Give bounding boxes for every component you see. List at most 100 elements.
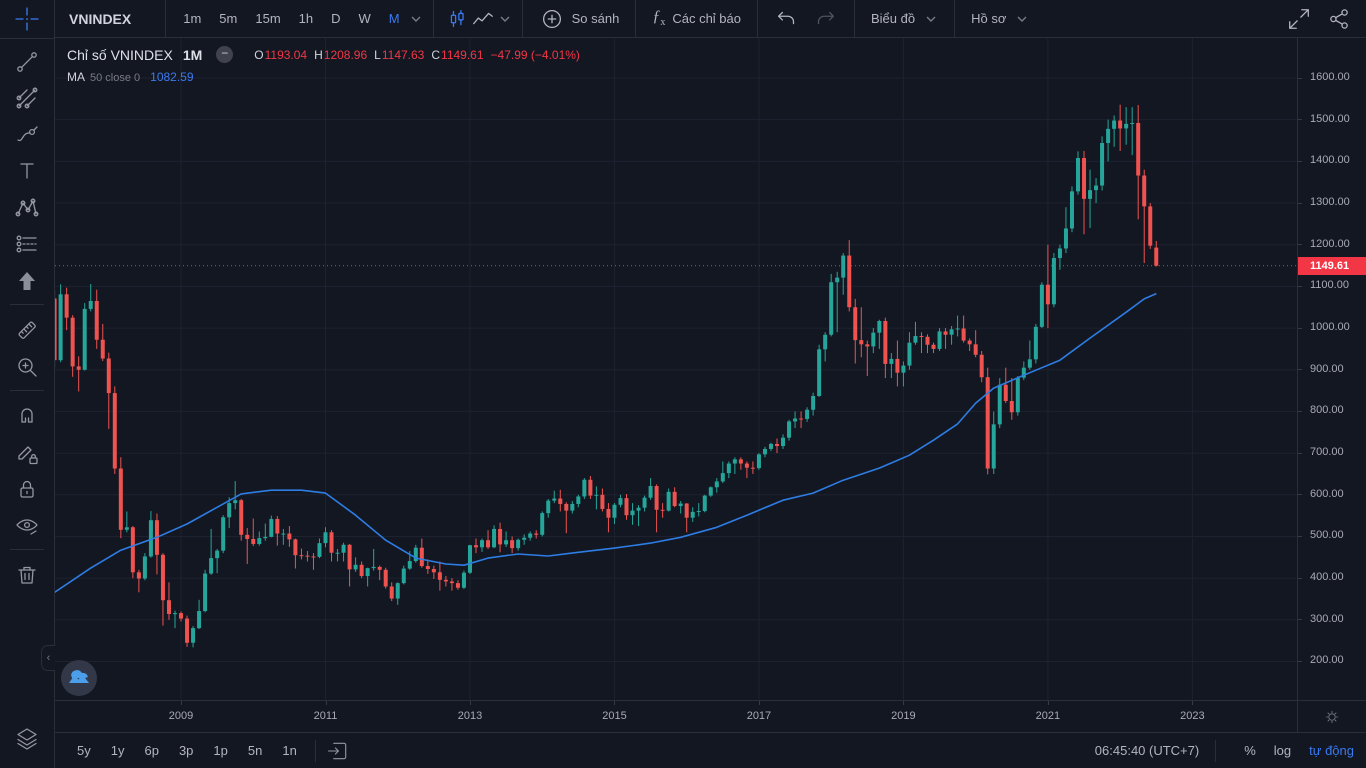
toolbar-collapse-handle[interactable]: ‹ <box>41 645 55 671</box>
candle-body <box>1015 377 1020 413</box>
cursor-tool-button[interactable] <box>10 2 44 36</box>
candle-body <box>1051 258 1056 305</box>
chevron-down-icon <box>1017 16 1027 22</box>
time-tick-mark <box>758 701 760 705</box>
range-3p[interactable]: 3p <box>178 743 194 758</box>
candle-body <box>353 564 358 570</box>
brush-tool-button[interactable] <box>10 118 44 152</box>
undo-button[interactable] <box>768 0 806 38</box>
candle-body <box>871 332 876 347</box>
candle-body <box>913 335 918 343</box>
hide-drawings-button[interactable] <box>10 509 44 543</box>
candlestick-style-icon[interactable] <box>444 6 470 32</box>
percent-scale-button[interactable]: % <box>1244 743 1256 758</box>
ohlc-values: O 1193.04 H 1208.96 L 1147.63 C 1149.61 −47.… <box>247 48 580 62</box>
arrow-marker-tool-button[interactable] <box>10 264 44 298</box>
hide-series-button[interactable]: − <box>216 46 234 63</box>
symbol-button[interactable]: VNINDEX <box>69 10 132 27</box>
range-6p[interactable]: 6p <box>144 743 159 758</box>
candle-body <box>467 545 472 573</box>
timeframe-W[interactable]: W <box>358 11 371 26</box>
range-5n[interactable]: 5n <box>247 743 263 758</box>
candlestick-chart[interactable] <box>55 38 1297 700</box>
timeframe-D[interactable]: D <box>331 11 341 26</box>
candle-body <box>461 572 466 588</box>
candle-body <box>287 533 292 540</box>
line-style-icon[interactable] <box>470 6 496 32</box>
candle-body <box>1082 158 1087 199</box>
price-tick-label: 300.00 <box>1310 612 1344 625</box>
interval-label[interactable]: 1M <box>182 46 203 63</box>
ma-legend[interactable]: MA 50 close 0 1082.59 <box>67 70 580 84</box>
candle-body <box>449 581 454 584</box>
share-icon[interactable] <box>1326 6 1352 32</box>
candle-body <box>648 486 653 498</box>
auto-scale-button[interactable]: tự động <box>1309 743 1354 758</box>
clock[interactable]: 06:45:40 (UTC+7) <box>1094 743 1200 758</box>
toolbar-separator <box>757 0 758 38</box>
candle-body <box>684 503 689 518</box>
go-to-date-icon[interactable] <box>326 739 350 763</box>
text-tool-button[interactable] <box>10 154 44 188</box>
ma-line[interactable] <box>55 292 1157 593</box>
pattern-tool-button[interactable] <box>10 191 44 225</box>
magnet-icon <box>21 408 33 423</box>
candle-body <box>702 495 707 512</box>
candle-body <box>552 498 557 501</box>
compare-button[interactable]: So sánh <box>533 0 626 38</box>
last-price-label: 1149.61 <box>1298 256 1366 275</box>
gann-fibonacci-tool-button[interactable] <box>10 81 44 115</box>
timeframe-5m[interactable]: 5m <box>219 11 238 26</box>
candle-body <box>564 503 569 511</box>
chevron-down-icon[interactable] <box>409 12 423 26</box>
time-axis[interactable]: 2009 2011 2013 2015 2017 2019 2021 2023 <box>55 700 1297 732</box>
candle-body <box>486 540 491 548</box>
profile-menu-button[interactable]: Hồ sơ <box>965 0 1035 38</box>
magnet-button[interactable] <box>10 399 44 433</box>
price-tick-label: 200.00 <box>1310 654 1344 667</box>
log-scale-button[interactable]: log <box>1273 743 1292 758</box>
zoom-in-tool-button[interactable] <box>10 350 44 384</box>
indicators-button[interactable]: ƒx Các chỉ báo <box>646 0 747 38</box>
candle-body <box>124 527 129 530</box>
timeframe-1h[interactable]: 1h <box>298 11 314 26</box>
symbol-title[interactable]: Chỉ số VNINDEX <box>67 46 173 63</box>
fx-icon: ƒx <box>652 8 666 29</box>
redo-button[interactable] <box>806 0 844 38</box>
range-group: 5y 1y 6p 3p 1p 5n 1n <box>69 740 305 761</box>
candle-body <box>612 504 617 518</box>
candle-body <box>263 536 268 539</box>
stay-in-drawing-mode-button[interactable] <box>10 436 44 470</box>
timeframe-M[interactable]: M <box>388 11 400 26</box>
range-1n[interactable]: 1n <box>282 743 297 758</box>
high-label: H <box>314 47 323 62</box>
range-1y[interactable]: 1y <box>110 743 125 758</box>
candle-body <box>179 613 184 619</box>
timeframe-15m[interactable]: 15m <box>255 11 281 26</box>
trend-line-icon <box>17 51 37 72</box>
gear-icon[interactable] <box>1322 707 1342 727</box>
object-tree-button[interactable] <box>10 722 44 756</box>
fullscreen-icon[interactable] <box>1286 6 1312 32</box>
candle-body <box>341 544 346 553</box>
price-tick-label: 1400.00 <box>1310 154 1350 167</box>
chevron-down-icon[interactable] <box>498 12 512 26</box>
range-5y[interactable]: 5y <box>77 743 91 758</box>
forecast-tool-button[interactable] <box>10 227 44 261</box>
range-1p[interactable]: 1p <box>213 743 228 758</box>
chart-menu-button[interactable]: Biểu đồ <box>865 0 944 38</box>
remove-drawings-button[interactable] <box>10 558 44 592</box>
timeframe-1m[interactable]: 1m <box>183 11 202 26</box>
candle-body <box>756 454 761 469</box>
candle-body <box>323 532 328 544</box>
candle-body <box>618 498 623 505</box>
candle-body <box>516 539 521 549</box>
trend-line-tool-button[interactable] <box>10 45 44 79</box>
candle-body <box>419 547 424 567</box>
price-axis[interactable]: 1149.61 1600.00 1500.00 1400.00 1300.00 1200… <box>1297 38 1366 700</box>
measure-tool-button[interactable] <box>10 313 44 347</box>
lock-all-drawings-button[interactable] <box>10 472 44 506</box>
price-tick-mark <box>1298 119 1302 121</box>
